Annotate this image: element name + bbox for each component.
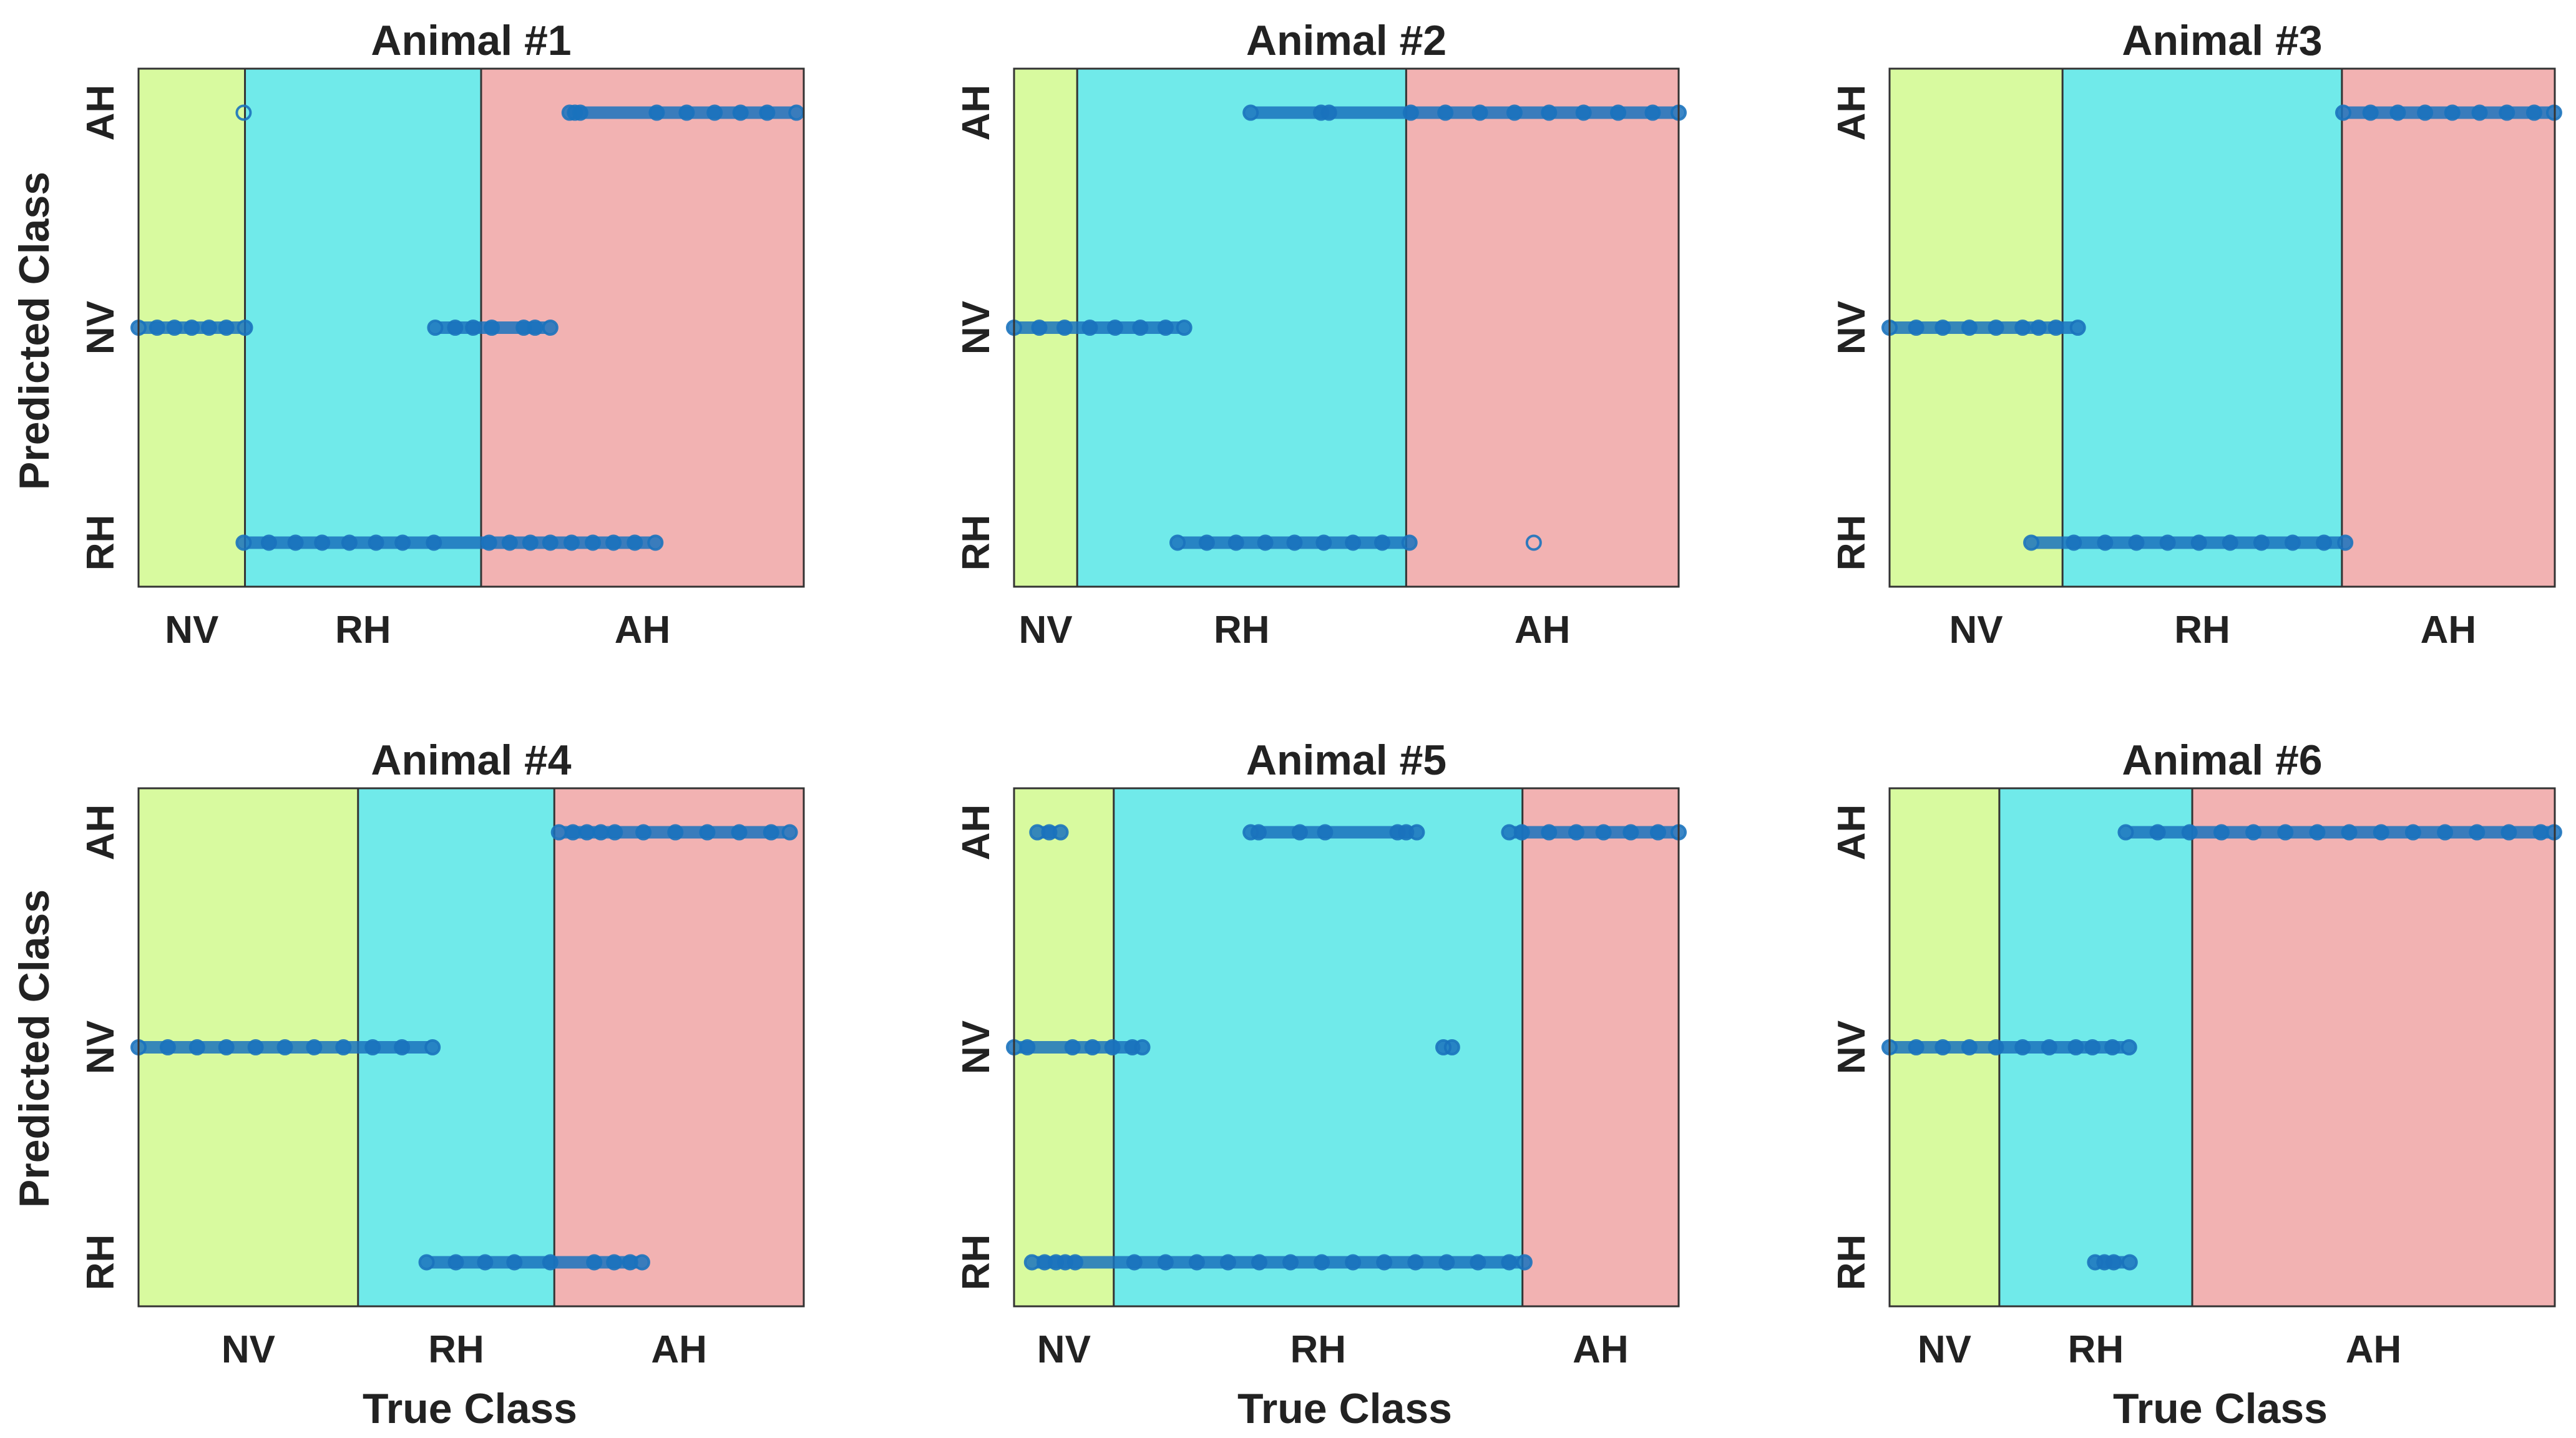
chart-panel: Animal #3 RH NV AH NV RH AH xyxy=(1830,17,2562,652)
y-tick-label: AH xyxy=(79,85,122,141)
region-ah xyxy=(554,788,804,1306)
y-tick-label: NV xyxy=(79,301,122,355)
chart-panel: Animal #2 RH NV AH NV RH AH xyxy=(955,17,1687,652)
plot-frame xyxy=(1013,787,1680,1308)
y-tick-label: RH xyxy=(79,1235,122,1291)
chart-title: Animal #6 xyxy=(2122,736,2322,784)
x-tick-label: AH xyxy=(2346,1328,2402,1371)
data-point xyxy=(237,320,253,336)
x-tick-label: RH xyxy=(428,1328,484,1371)
data-point xyxy=(2120,1039,2137,1055)
chart-title: Animal #3 xyxy=(2122,17,2322,64)
data-point xyxy=(1401,534,1418,551)
plot-frame xyxy=(1888,787,2556,1308)
region-ah xyxy=(2192,788,2555,1306)
y-tick-label: AH xyxy=(955,805,998,861)
x-tick-label: NV xyxy=(165,609,218,652)
region-ah xyxy=(2341,69,2555,587)
panels: Animal #1 RH NV AH NV RH AH Animal #2 RH NV AH NV RH… xyxy=(79,17,2562,1371)
chart-title: Animal #1 xyxy=(371,17,571,64)
data-point xyxy=(424,1039,441,1055)
chart-title: Animal #4 xyxy=(371,736,571,784)
data-point xyxy=(633,1254,650,1271)
region-rh xyxy=(2062,69,2342,587)
region-rh xyxy=(1113,788,1523,1306)
data-point xyxy=(2337,534,2354,551)
x-tick-label: AH xyxy=(2421,609,2477,652)
figure-x-label-3: True Class xyxy=(2113,1385,2328,1432)
x-tick-label: NV xyxy=(222,1328,275,1371)
chart-panel: Animal #1 RH NV AH NV RH AH xyxy=(79,17,805,652)
data-point xyxy=(647,534,664,551)
data-point xyxy=(781,824,798,841)
data-point xyxy=(542,320,559,336)
x-tick-label: RH xyxy=(2068,1328,2124,1371)
x-tick-label: NV xyxy=(1019,609,1073,652)
data-point xyxy=(2121,1254,2138,1271)
plot-frame xyxy=(1013,67,1680,588)
plot-frame xyxy=(137,67,805,588)
y-tick-label: AH xyxy=(955,85,998,141)
y-tick-label: NV xyxy=(79,1020,122,1074)
region-ah xyxy=(1522,788,1679,1306)
data-point xyxy=(1443,1039,1460,1055)
data-point xyxy=(1408,824,1425,841)
x-tick-label: AH xyxy=(615,609,671,652)
chart-title: Animal #2 xyxy=(1246,17,1447,64)
y-tick-label: RH xyxy=(955,515,998,571)
data-point xyxy=(1052,824,1069,841)
chart-panel: Animal #4 RH NV AH NV RH AH xyxy=(79,736,805,1371)
y-tick-label: NV xyxy=(1830,1020,1873,1074)
x-tick-label: AH xyxy=(1515,609,1571,652)
y-tick-label: RH xyxy=(955,1235,998,1291)
y-tick-label: RH xyxy=(1830,1235,1873,1291)
data-point xyxy=(1525,534,1542,551)
y-tick-label: NV xyxy=(1830,301,1873,355)
y-tick-label: NV xyxy=(955,1020,998,1074)
chart-title: Animal #5 xyxy=(1246,736,1447,784)
x-tick-label: RH xyxy=(335,609,391,652)
x-tick-label: NV xyxy=(1037,1328,1091,1371)
plot-frame xyxy=(137,787,805,1308)
data-point xyxy=(1516,1254,1533,1271)
region-ah xyxy=(1406,69,1679,587)
x-tick-label: RH xyxy=(1214,609,1270,652)
x-tick-label: NV xyxy=(1949,609,2003,652)
chart-panel: Animal #5 RH NV AH NV RH AH xyxy=(955,736,1687,1371)
data-point xyxy=(1176,320,1193,336)
y-tick-label: RH xyxy=(79,515,122,571)
y-tick-label: AH xyxy=(79,805,122,861)
plot-frame xyxy=(1888,67,2556,588)
y-tick-label: NV xyxy=(955,301,998,355)
data-point xyxy=(235,104,252,121)
figure-y-label-top: Predicted Class xyxy=(11,172,58,490)
figure-x-label-1: True Class xyxy=(363,1385,577,1432)
y-tick-label: RH xyxy=(1830,515,1873,571)
y-tick-label: AH xyxy=(1830,805,1873,861)
x-tick-label: NV xyxy=(1918,1328,1971,1371)
x-tick-label: RH xyxy=(2174,609,2230,652)
figure-x-label-2: True Class xyxy=(1237,1385,1452,1432)
figure-y-label-bottom: Predicted Class xyxy=(11,889,58,1208)
y-tick-label: AH xyxy=(1830,85,1873,141)
x-tick-label: RH xyxy=(1290,1328,1346,1371)
x-tick-label: AH xyxy=(1573,1328,1629,1371)
data-point xyxy=(1134,1039,1151,1055)
data-point xyxy=(2069,320,2086,336)
x-tick-label: AH xyxy=(651,1328,707,1371)
chart-panel: Animal #6 RH NV AH NV RH AH xyxy=(1830,736,2562,1371)
